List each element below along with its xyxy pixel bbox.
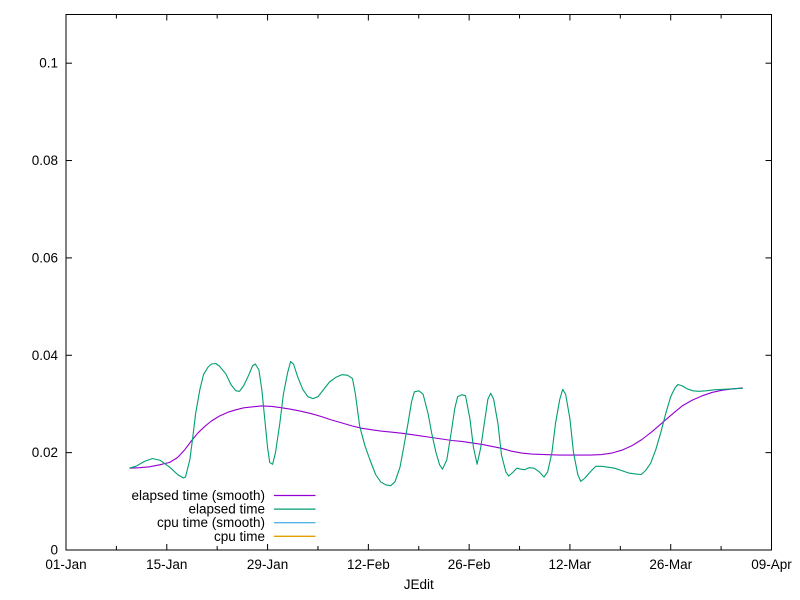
y-tick-label: 0.08 bbox=[32, 153, 58, 168]
x-tick-label: 15-Jan bbox=[146, 557, 187, 572]
x-tick-label: 26-Feb bbox=[448, 557, 491, 572]
y-tick-label: 0.1 bbox=[39, 56, 58, 71]
series-line-elapsed-time-smooth- bbox=[129, 387, 743, 469]
y-tick-label: 0 bbox=[50, 543, 58, 558]
legend-label: elapsed time bbox=[188, 502, 265, 517]
legend-label: cpu time (smooth) bbox=[157, 515, 265, 530]
x-tick-label: 12-Feb bbox=[347, 557, 390, 572]
series-line-elapsed-time bbox=[129, 361, 743, 487]
legend-label: cpu time bbox=[214, 529, 265, 544]
x-axis-title: JEdit bbox=[404, 577, 434, 592]
x-tick-label: 29-Jan bbox=[247, 557, 288, 572]
y-tick-label: 0.06 bbox=[32, 250, 58, 265]
x-tick-label: 09-Apr bbox=[751, 557, 792, 572]
x-tick-label: 12-Mar bbox=[549, 557, 592, 572]
y-tick-label: 0.02 bbox=[32, 445, 58, 460]
x-tick-label: 01-Jan bbox=[45, 557, 86, 572]
y-tick-label: 0.04 bbox=[32, 348, 59, 363]
x-tick-label: 26-Mar bbox=[649, 557, 692, 572]
legend-label: elapsed time (smooth) bbox=[131, 488, 265, 503]
